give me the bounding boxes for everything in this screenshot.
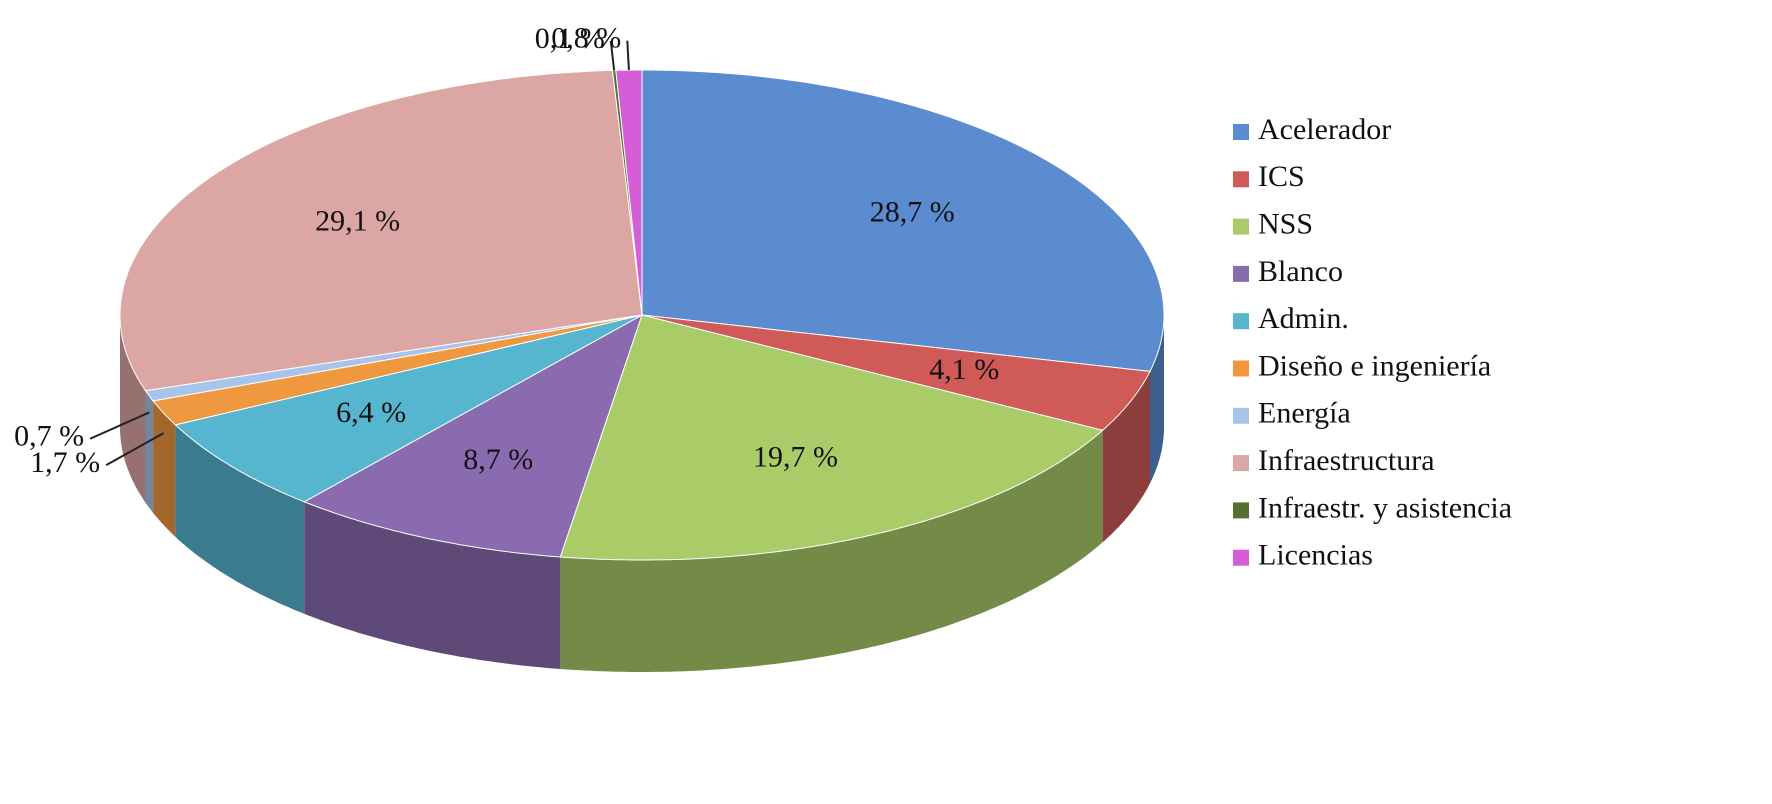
leader-line <box>626 40 630 71</box>
value-label: 19,7 % <box>753 441 838 474</box>
legend-label: Infraestr. y asistencia <box>1258 491 1512 524</box>
legend-swatch <box>1233 218 1249 235</box>
value-label: 6,4 % <box>336 396 406 429</box>
slice-side <box>175 424 305 614</box>
legend-swatch <box>1233 455 1249 472</box>
legend-swatch <box>1233 407 1249 424</box>
slice <box>152 314 643 426</box>
slice-side <box>120 315 146 503</box>
slice-side <box>145 390 154 513</box>
slice-side <box>560 430 1103 672</box>
legend-label: Admin. <box>1258 302 1349 335</box>
legend-swatch <box>1233 124 1249 140</box>
slice-side <box>1102 371 1150 543</box>
value-label: 0,1 % <box>535 22 605 55</box>
leader-line <box>89 411 150 440</box>
slice <box>119 69 643 392</box>
value-label: 0,8 % <box>551 22 621 55</box>
legend-label: Blanco <box>1258 255 1343 288</box>
value-label: 29,1 % <box>315 205 400 238</box>
slice <box>174 314 643 503</box>
slice <box>303 313 643 558</box>
legend-label: Diseño e ingeniería <box>1258 349 1491 382</box>
legend-swatch <box>1233 313 1249 330</box>
slice-side <box>304 501 561 669</box>
legend-label: Acelerador <box>1258 113 1391 146</box>
legend-swatch <box>1233 360 1249 377</box>
legend-swatch <box>1233 549 1249 566</box>
legend-swatch <box>1233 502 1249 519</box>
slice-side <box>1150 315 1164 484</box>
legend-label: Licencias <box>1258 539 1373 572</box>
legend-swatch <box>1233 265 1249 282</box>
legend-label: NSS <box>1258 207 1313 240</box>
legend-label: Energía <box>1258 397 1351 430</box>
leader-line <box>609 40 616 71</box>
slice <box>615 69 643 316</box>
slice <box>641 69 1165 372</box>
slice <box>641 314 1151 431</box>
legend-swatch <box>1233 171 1249 188</box>
value-label: 0,7 % <box>14 420 84 453</box>
value-label: 4,1 % <box>929 353 999 386</box>
legend-label: ICS <box>1258 160 1305 193</box>
leader-line <box>105 432 165 466</box>
legend-label: Infraestructura <box>1258 444 1435 477</box>
value-label: 1,7 % <box>30 446 100 479</box>
value-label: 8,7 % <box>463 443 533 476</box>
slice <box>559 314 1104 561</box>
value-label: 28,7 % <box>870 196 955 229</box>
